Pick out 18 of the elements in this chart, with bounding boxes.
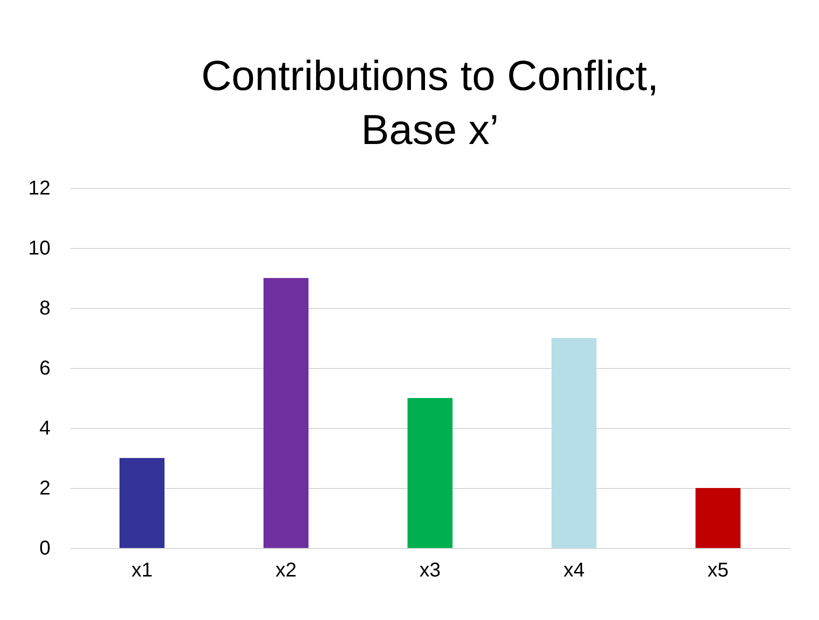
chart-title: Contributions to Conflict, Base x’ — [201, 52, 659, 153]
y-tick-label: 6 — [39, 358, 50, 380]
bar — [552, 338, 596, 548]
x-tick-label: x5 — [707, 560, 729, 582]
y-tick-label: 2 — [39, 478, 50, 500]
x-tick-label: x1 — [131, 560, 153, 582]
y-tick-label: 10 — [28, 238, 50, 260]
y-tick-label: 12 — [28, 178, 50, 200]
bar — [408, 398, 452, 548]
y-tick-label: 4 — [39, 418, 50, 440]
bar — [120, 458, 164, 548]
y-tick-label: 0 — [39, 538, 50, 560]
y-tick-label: 8 — [39, 298, 50, 320]
bar — [264, 278, 308, 548]
x-tick-label: x2 — [275, 560, 297, 582]
bar — [696, 488, 740, 548]
x-tick-label: x4 — [563, 560, 585, 582]
x-tick-label: x3 — [419, 560, 441, 582]
